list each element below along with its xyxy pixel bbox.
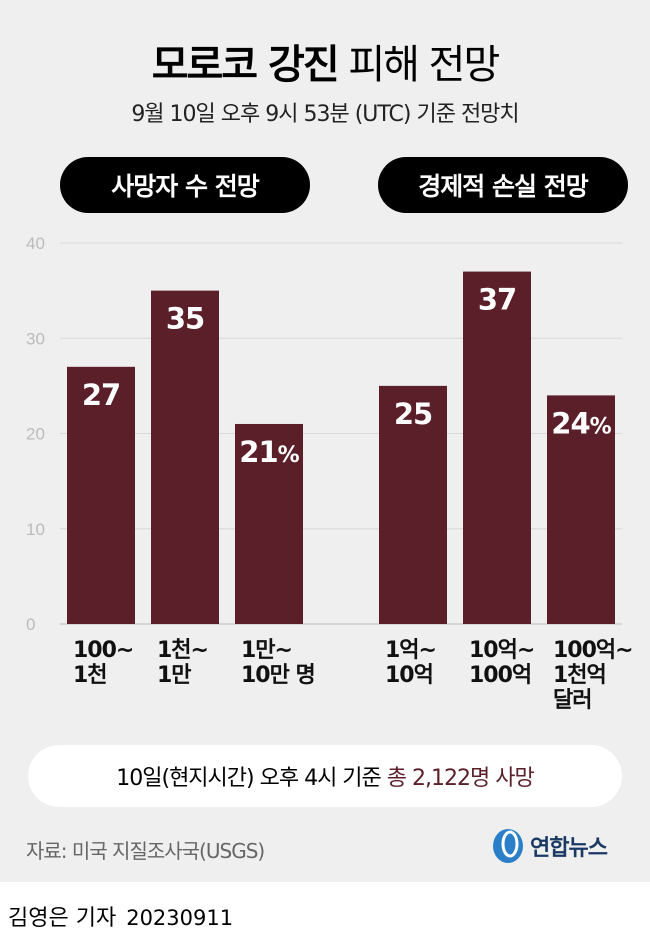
page-title: 모로코 강진 피해 전망 [151, 42, 501, 88]
source-text: 자료: 미국 지질조사국(USGS) [26, 839, 265, 863]
x-category-label: 100~ 1천 [73, 638, 134, 688]
bar [151, 290, 219, 624]
x-category-label: 1만~ 10만 명 [241, 638, 316, 688]
subtitle: 9월 10일 오후 9시 53분 (UTC) 기준 전망치 [131, 102, 519, 127]
data-label: 27 [82, 378, 120, 412]
x-category-label: 100억~ 1천억 달러 [553, 638, 634, 713]
x-category-label: 10억~ 100억 [469, 638, 535, 688]
bar [235, 423, 303, 624]
x-category-label: 1천~ 1만 [157, 638, 209, 688]
yonhap-globe-icon [493, 829, 523, 863]
bar [547, 395, 615, 624]
y-tick-label: 20 [26, 425, 45, 444]
yonhap-logo: 연합뉴스 [490, 827, 608, 865]
data-label: 25 [394, 397, 432, 431]
x-category-label: 1억~ 10억 [385, 638, 437, 688]
group-label-deaths: 사망자 수 전망 [60, 157, 310, 213]
byline: 김영은 기자 20230911 [8, 906, 234, 931]
y-tick-label: 40 [26, 234, 45, 253]
data-label: 35 [166, 302, 204, 336]
y-tick-label: 0 [26, 615, 35, 634]
y-tick-label: 30 [26, 329, 45, 348]
data-label: 37 [478, 283, 516, 317]
group-label-economic: 경제적 손실 전망 [378, 157, 628, 213]
y-tick-label: 10 [26, 520, 45, 539]
death-toll-note: 10일(현지시간) 오후 4시 기준 총 2,122명 사망 [28, 745, 622, 807]
bar [463, 271, 531, 624]
bar [67, 366, 135, 624]
bar [379, 385, 447, 624]
